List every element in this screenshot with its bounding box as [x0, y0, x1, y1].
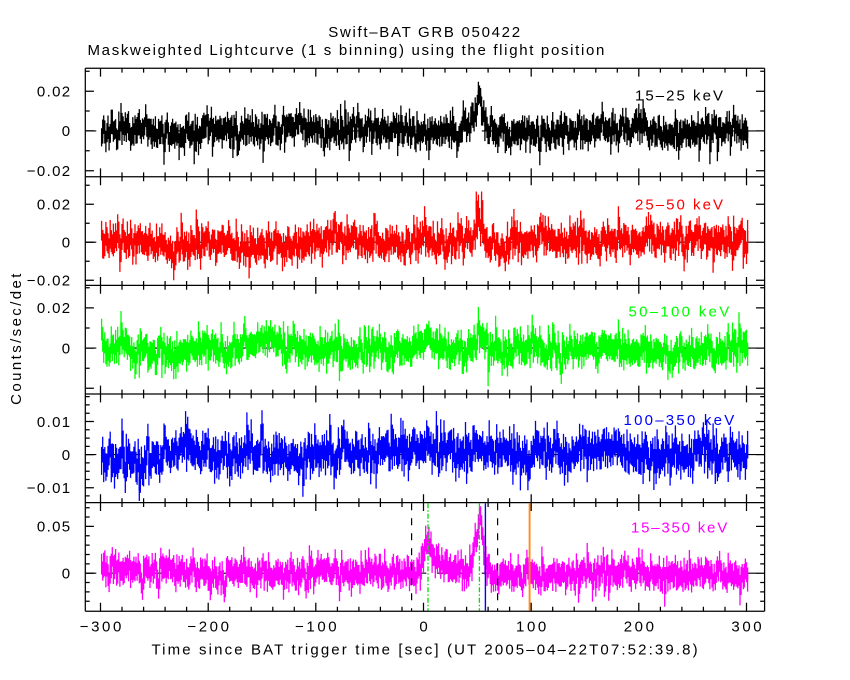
- svg-text:0: 0: [62, 340, 72, 357]
- svg-text:−200: −200: [187, 618, 231, 635]
- svg-text:0: 0: [62, 123, 72, 140]
- svg-text:−0.02: −0.02: [27, 273, 72, 290]
- svg-text:Counts/sec/det: Counts/sec/det: [8, 271, 25, 405]
- svg-text:25–50 keV: 25–50 keV: [635, 196, 725, 213]
- svg-text:200: 200: [624, 618, 657, 635]
- svg-text:Time since BAT trigger time [s: Time since BAT trigger time [sec] (UT 20…: [151, 642, 699, 659]
- svg-text:−300: −300: [80, 618, 124, 635]
- svg-text:0.05: 0.05: [37, 519, 72, 536]
- svg-text:300: 300: [731, 618, 764, 635]
- svg-text:−100: −100: [295, 618, 339, 635]
- svg-text:15–25 keV: 15–25 keV: [635, 87, 725, 104]
- svg-text:0: 0: [62, 235, 72, 252]
- svg-text:100: 100: [516, 618, 549, 635]
- svg-text:0: 0: [419, 618, 430, 635]
- svg-text:−0.02: −0.02: [27, 163, 72, 180]
- svg-text:15–350 keV: 15–350 keV: [631, 519, 729, 536]
- svg-text:50–100 keV: 50–100 keV: [629, 303, 732, 320]
- svg-text:0: 0: [62, 566, 72, 583]
- svg-text:Swift–BAT GRB 050422: Swift–BAT GRB 050422: [328, 24, 522, 41]
- svg-text:0: 0: [62, 447, 72, 464]
- svg-text:0.02: 0.02: [37, 197, 72, 214]
- svg-text:−0.01: −0.01: [27, 480, 72, 497]
- svg-text:100–350 keV: 100–350 keV: [624, 412, 737, 429]
- svg-text:0.02: 0.02: [37, 300, 72, 317]
- svg-text:0.02: 0.02: [37, 84, 72, 101]
- svg-text:0.01: 0.01: [37, 414, 72, 431]
- svg-text:Maskweighted Lightcurve (1 s b: Maskweighted Lightcurve (1 s binning) us…: [88, 42, 607, 59]
